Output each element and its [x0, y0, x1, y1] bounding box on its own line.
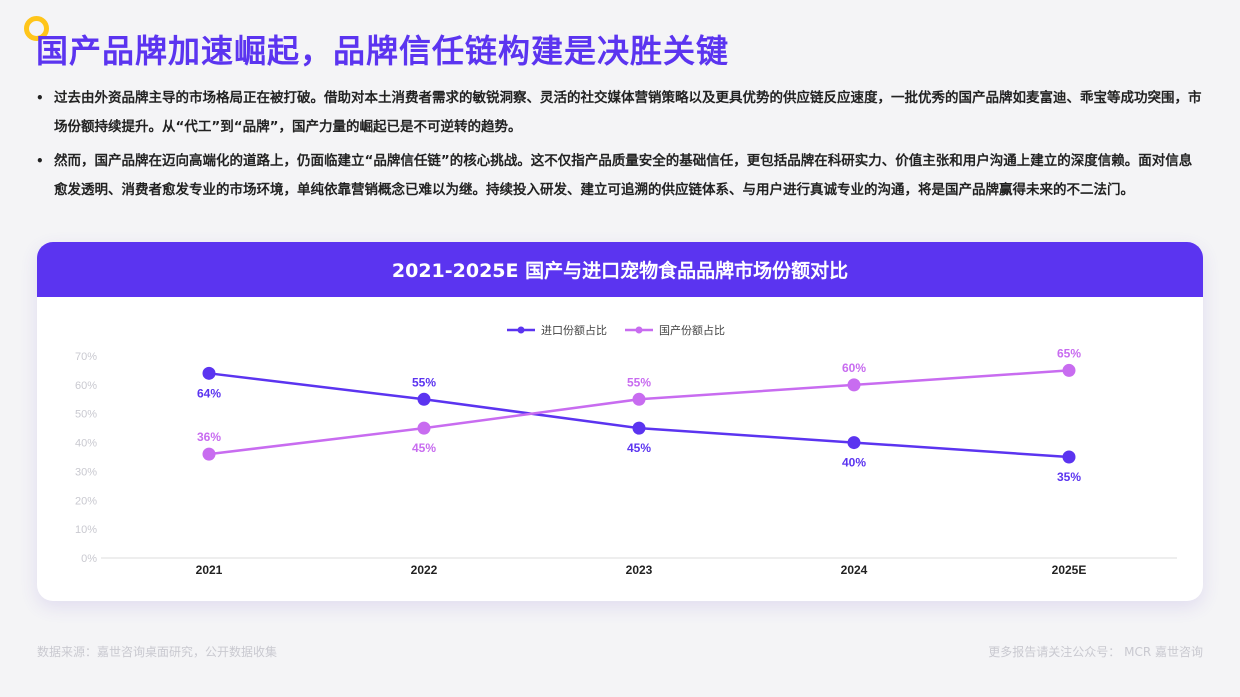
y-tick-label: 60%	[75, 380, 97, 392]
x-tick-label: 2025E	[1052, 563, 1087, 577]
data-point	[202, 366, 216, 380]
data-point	[632, 421, 646, 435]
data-label: 65%	[1057, 346, 1081, 360]
bullet-dot-icon: •	[36, 154, 44, 168]
legend-marker	[635, 326, 643, 334]
bullet-text: 然而，国产品牌在迈向高端化的道路上，仍面临建立“品牌信任链”的核心挑战。这不仅指…	[54, 153, 1193, 198]
data-point	[847, 378, 861, 392]
data-point	[1062, 363, 1076, 377]
data-point	[202, 447, 216, 461]
legend-label: 国产份额占比	[659, 323, 725, 337]
bullet-item: • 然而，国产品牌在迈向高端化的道路上，仍面临建立“品牌信任链”的核心挑战。这不…	[36, 147, 1204, 205]
data-point	[417, 392, 431, 406]
data-point	[632, 392, 646, 406]
bullet-text: 过去由外资品牌主导的市场格局正在被打破。借助对本土消费者需求的敏锐洞察、灵活的社…	[54, 90, 1202, 135]
x-tick-label: 2021	[196, 563, 223, 577]
data-label: 45%	[627, 441, 651, 455]
footer-source: 数据来源：嘉世咨询桌面研究，公开数据收集	[37, 645, 278, 659]
logo-ring-icon	[24, 16, 49, 41]
page-title: 国产品牌加速崛起，品牌信任链构建是决胜关键	[36, 32, 730, 70]
line-chart: 0% 10% 20% 30% 40% 50% 60% 70% 2021 2022 2023 2024 2…	[75, 323, 1177, 577]
y-tick-label: 0%	[81, 553, 97, 565]
legend-marker	[517, 326, 525, 334]
data-point	[417, 421, 431, 435]
chart-card: 2021-2025E 国产与进口宠物食品品牌市场份额对比 0% 10% 20% 30%…	[37, 242, 1203, 601]
y-tick-label: 50%	[75, 409, 97, 421]
x-tick-label: 2024	[841, 563, 868, 577]
y-tick-label: 30%	[75, 466, 97, 478]
y-tick-label: 40%	[75, 438, 97, 450]
x-tick-label: 2022	[411, 563, 438, 577]
legend-label: 进口份额占比	[541, 323, 607, 337]
y-tick-label: 70%	[75, 351, 97, 363]
bullet-list: • 过去由外资品牌主导的市场格局正在被打破。借助对本土消费者需求的敏锐洞察、灵活…	[36, 84, 1204, 210]
data-point	[847, 436, 861, 450]
data-label: 35%	[1057, 470, 1081, 484]
data-label: 36%	[197, 430, 221, 444]
data-label: 55%	[627, 375, 651, 389]
bullet-item: • 过去由外资品牌主导的市场格局正在被打破。借助对本土消费者需求的敏锐洞察、灵活…	[36, 84, 1204, 142]
data-label: 45%	[412, 441, 436, 455]
y-tick-label: 10%	[75, 524, 97, 536]
chart-title: 2021-2025E 国产与进口宠物食品品牌市场份额对比	[37, 242, 1203, 297]
x-tick-label: 2023	[626, 563, 653, 577]
data-label: 60%	[842, 361, 866, 375]
data-label: 40%	[842, 456, 866, 470]
bullet-dot-icon: •	[36, 91, 44, 105]
data-label: 64%	[197, 386, 221, 400]
footer-follow: 更多报告请关注公众号： MCR 嘉世咨询	[988, 645, 1203, 659]
y-tick-label: 20%	[75, 495, 97, 507]
data-label: 55%	[412, 375, 436, 389]
data-point	[1062, 450, 1076, 464]
